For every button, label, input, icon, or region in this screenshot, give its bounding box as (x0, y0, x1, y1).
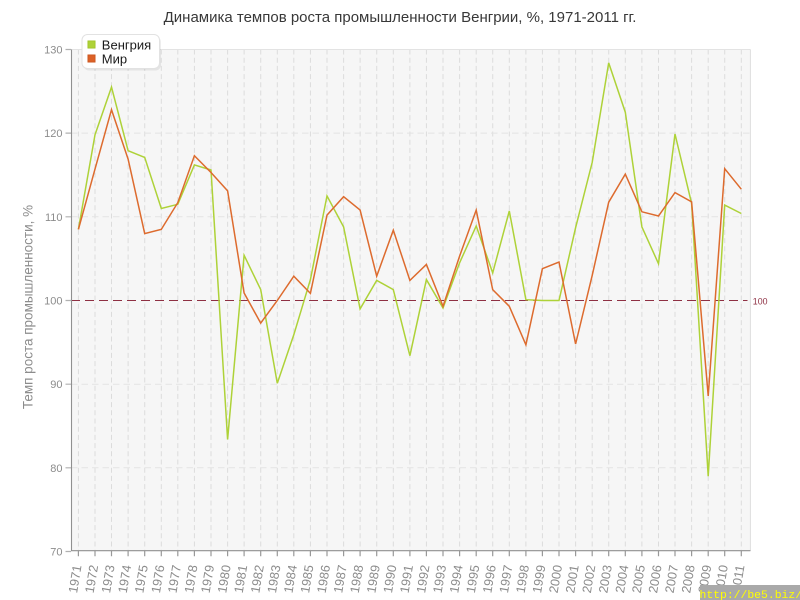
svg-text:1996: 1996 (480, 564, 498, 594)
svg-text:2003: 2003 (596, 564, 614, 594)
svg-text:2001: 2001 (563, 564, 581, 594)
svg-text:110: 110 (45, 212, 63, 224)
svg-text:1989: 1989 (364, 564, 382, 594)
svg-text:1986: 1986 (315, 564, 333, 594)
svg-text:1995: 1995 (464, 564, 482, 594)
svg-text:1999: 1999 (530, 564, 548, 594)
svg-text:120: 120 (44, 128, 62, 140)
svg-text:Темп роста промышленности, %: Темп роста промышленности, % (21, 205, 36, 409)
svg-text:1994: 1994 (447, 564, 465, 594)
svg-text:1991: 1991 (398, 564, 416, 594)
svg-text:1988: 1988 (348, 564, 366, 594)
svg-text:1976: 1976 (149, 564, 167, 594)
svg-text:1993: 1993 (431, 564, 449, 594)
svg-text:Мир: Мир (102, 52, 127, 67)
svg-text:1977: 1977 (165, 564, 183, 594)
svg-text:2006: 2006 (646, 564, 664, 594)
svg-text:1973: 1973 (99, 564, 117, 594)
svg-text:1992: 1992 (414, 564, 432, 594)
svg-text:1998: 1998 (514, 564, 532, 594)
svg-text:2007: 2007 (663, 564, 681, 594)
svg-text:80: 80 (50, 463, 62, 475)
svg-text:1984: 1984 (281, 564, 299, 594)
svg-text:2004: 2004 (613, 564, 631, 594)
svg-text:1987: 1987 (331, 564, 349, 594)
svg-text:Динамика темпов роста промышле: Динамика темпов роста промышленности Вен… (164, 9, 637, 26)
svg-text:1975: 1975 (132, 564, 150, 594)
svg-text:1971: 1971 (66, 564, 84, 594)
svg-text:70: 70 (50, 547, 62, 559)
svg-text:1983: 1983 (265, 564, 283, 594)
svg-text:2005: 2005 (630, 564, 648, 594)
svg-text:2008: 2008 (679, 564, 697, 594)
svg-text:100: 100 (753, 297, 768, 307)
svg-text:1981: 1981 (232, 564, 250, 594)
svg-text:1979: 1979 (199, 564, 217, 594)
svg-text:1972: 1972 (83, 564, 101, 594)
svg-text:130: 130 (44, 45, 62, 57)
svg-text:Венгрия: Венгрия (102, 38, 151, 53)
svg-text:1990: 1990 (381, 564, 399, 594)
svg-text:1997: 1997 (497, 564, 515, 594)
svg-text:1980: 1980 (215, 564, 233, 594)
svg-text:2000: 2000 (547, 564, 565, 594)
svg-text:1985: 1985 (298, 564, 316, 594)
svg-text:1974: 1974 (116, 564, 134, 594)
svg-text:2002: 2002 (580, 564, 598, 594)
svg-text:1978: 1978 (182, 564, 200, 594)
svg-text:1982: 1982 (248, 564, 266, 594)
svg-text:100: 100 (44, 296, 62, 308)
svg-text:http://be5.biz/: http://be5.biz/ (700, 590, 800, 600)
svg-text:90: 90 (50, 379, 62, 391)
